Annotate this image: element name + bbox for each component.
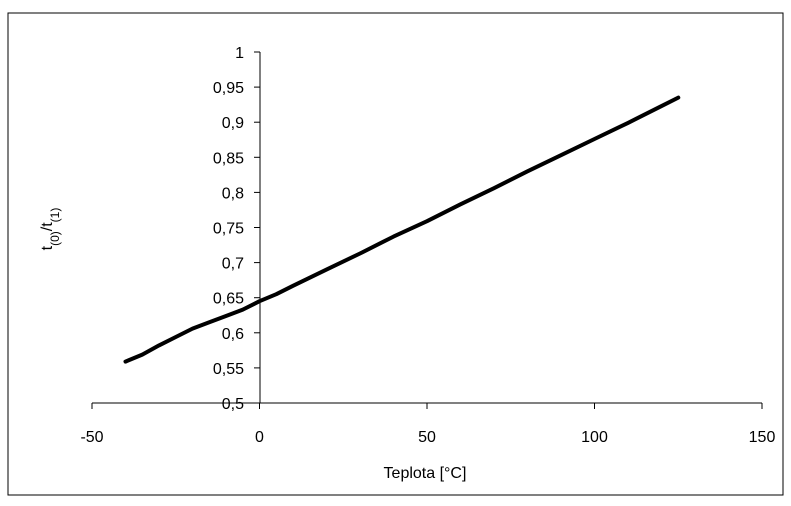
series-line [123,95,681,364]
y-tick-label: 0,95 [213,80,244,97]
y-tick-label: 0,75 [213,221,244,238]
x-tick-label: 0 [255,429,264,446]
y-tick-label: 1 [235,45,244,62]
y-axis-title-main: t [39,245,56,250]
y-tick-label: 0,8 [222,185,244,202]
x-axis-title: Teplota [°C] [384,465,467,482]
x-tick-label: 100 [581,429,608,446]
y-axis-title-sub2: (1) [48,208,62,223]
y-tick-label: 0,85 [213,150,244,167]
y-tick-label: 0,7 [222,256,244,273]
x-tick-label: 50 [418,429,436,446]
ticks: -50 0 50 100 150 0,5 0,55 0,6 0,65 0,7 0,75 0,8 0,85… [80,45,775,446]
y-axis-title: t(0)/t(1) [39,208,62,251]
series-layer [123,95,681,364]
y-tick-label: 0,55 [213,361,244,378]
y-tick-label: 0,65 [213,291,244,308]
y-tick-label: 0,9 [222,115,244,132]
x-tick-label: -50 [80,429,103,446]
x-tick-label: 150 [749,429,776,446]
y-tick-label: 0,5 [222,396,244,413]
y-tick-label: 0,6 [222,326,244,343]
y-axis-title-slash: /t [39,222,56,231]
y-axis-title-sub1: (0) [48,231,62,246]
chart-border [7,12,784,496]
